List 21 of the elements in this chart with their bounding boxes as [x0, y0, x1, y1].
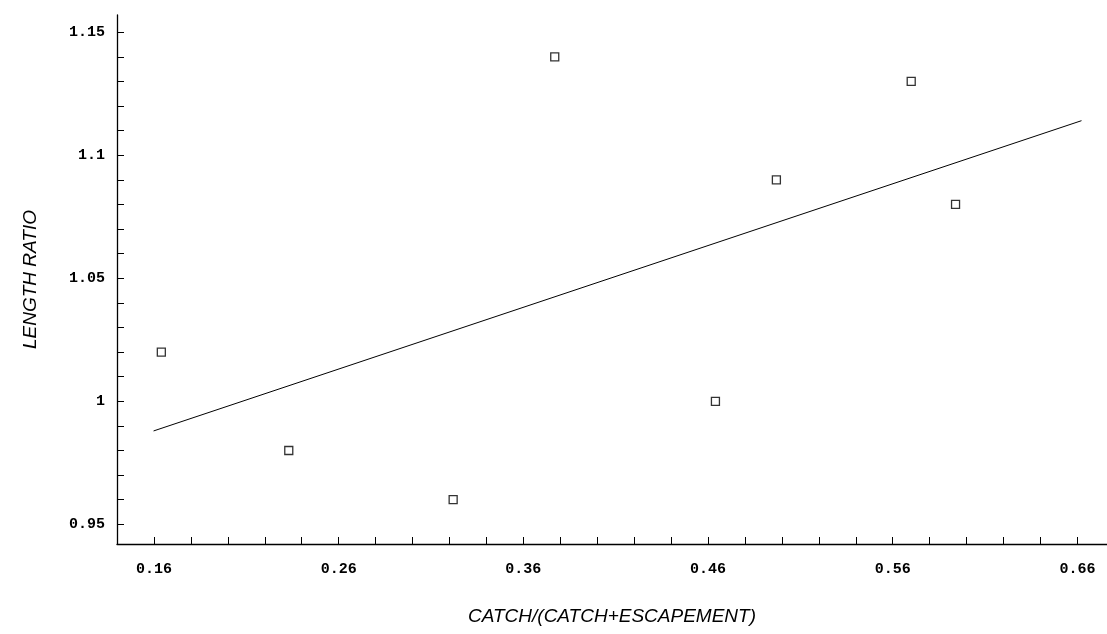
- point: [710, 396, 721, 406]
- x-tick-label: 0.66: [1059, 561, 1096, 578]
- point: [906, 76, 916, 87]
- point: [950, 199, 961, 210]
- y-tick-label: 1.05: [68, 269, 105, 287]
- x-tick-label: 0.36: [505, 561, 542, 578]
- y-tick-label: 0.95: [68, 515, 105, 533]
- x-axis-title: CATCH/(CATCH+ESCAPEMENT): [467, 605, 757, 626]
- point: [156, 347, 166, 357]
- x-tick-label: 0.56: [874, 561, 911, 578]
- y-tick-label: 1.1: [77, 146, 105, 164]
- point: [448, 495, 458, 505]
- point: [550, 52, 560, 62]
- point: [284, 445, 294, 456]
- x-tick-label: 0.16: [135, 561, 172, 578]
- y-tick-label: 1: [95, 392, 105, 410]
- point: [771, 175, 782, 185]
- y-axis-title: LENGTH RATIO: [19, 209, 40, 349]
- x-tick-label: 0.26: [320, 561, 357, 578]
- y-tick-label: 1.15: [68, 23, 105, 41]
- x-tick-label: 0.46: [690, 561, 727, 578]
